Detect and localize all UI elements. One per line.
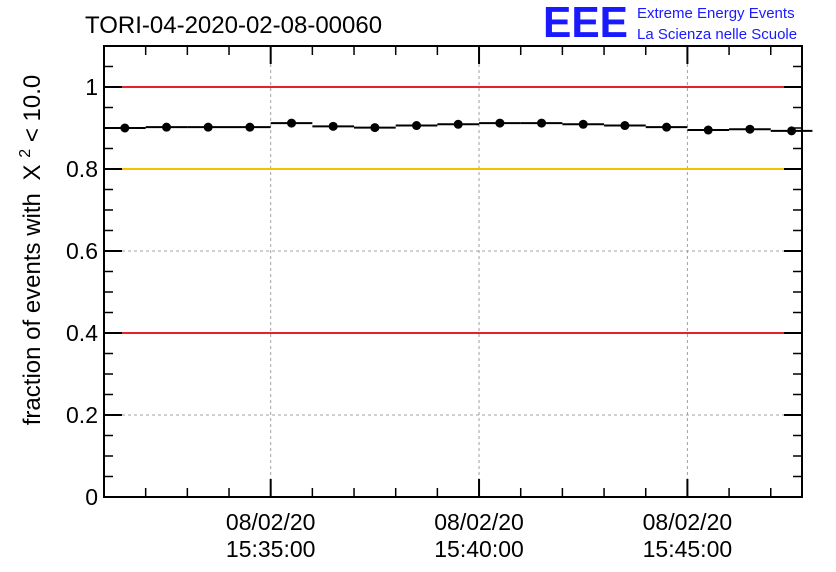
x-tick-label-date: 08/02/20: [434, 509, 524, 535]
data-point: [203, 122, 213, 132]
y-tick-label: 0: [85, 484, 98, 510]
y-tick-label: 0.6: [66, 238, 98, 264]
data-point: [745, 124, 755, 134]
plot-frame: [103, 45, 803, 498]
chart-title: TORI-04-2020-02-08-00060: [85, 12, 382, 39]
data-point: [120, 123, 130, 133]
data-point: [703, 125, 713, 135]
axis-ticks: [103, 45, 802, 498]
data-point: [578, 119, 588, 129]
y-axis-label-symbol: X: [19, 164, 46, 180]
data-point: [287, 118, 297, 128]
y-axis-label-text: fraction of events with: [19, 193, 46, 425]
data-point: [328, 121, 338, 131]
data-point: [495, 118, 505, 128]
data-point: [370, 123, 380, 133]
x-tick-label-date: 08/02/20: [643, 509, 733, 535]
logo-line-1: Extreme Energy Events: [637, 5, 795, 22]
x-tick-label-time: 15:45:00: [643, 536, 733, 562]
y-axis-label: fraction of events with X 2 < 10.0: [9, 75, 46, 425]
data-point: [412, 121, 422, 131]
grid-lines: [104, 46, 802, 497]
data-point: [662, 122, 672, 132]
logo-line-2: La Scienza nelle Scuole: [637, 26, 797, 43]
eee-logo: EEE Extreme Energy Events La Scienza nel…: [543, 0, 797, 47]
x-tick-label-time: 15:35:00: [226, 536, 316, 562]
y-axis-label-superscript: 2: [17, 149, 34, 158]
y-tick-label: 1: [85, 74, 98, 100]
reference-lines: [104, 86, 802, 334]
data-series: [104, 118, 813, 136]
logo-mark: EEE: [543, 0, 628, 47]
y-tick-label: 0.8: [66, 156, 98, 182]
data-point: [245, 122, 255, 132]
x-tick-label-date: 08/02/20: [226, 509, 316, 535]
y-axis-label-tail: < 10.0: [19, 75, 46, 142]
data-point: [162, 122, 172, 132]
data-point: [453, 119, 463, 129]
x-tick-label-time: 15:40:00: [434, 536, 524, 562]
tick-labels: 00.20.40.60.8108/02/2015:35:0008/02/2015…: [66, 74, 732, 562]
data-point: [537, 118, 547, 128]
y-tick-label: 0.4: [66, 320, 98, 346]
data-point: [620, 121, 630, 131]
y-tick-label: 0.2: [66, 402, 98, 428]
